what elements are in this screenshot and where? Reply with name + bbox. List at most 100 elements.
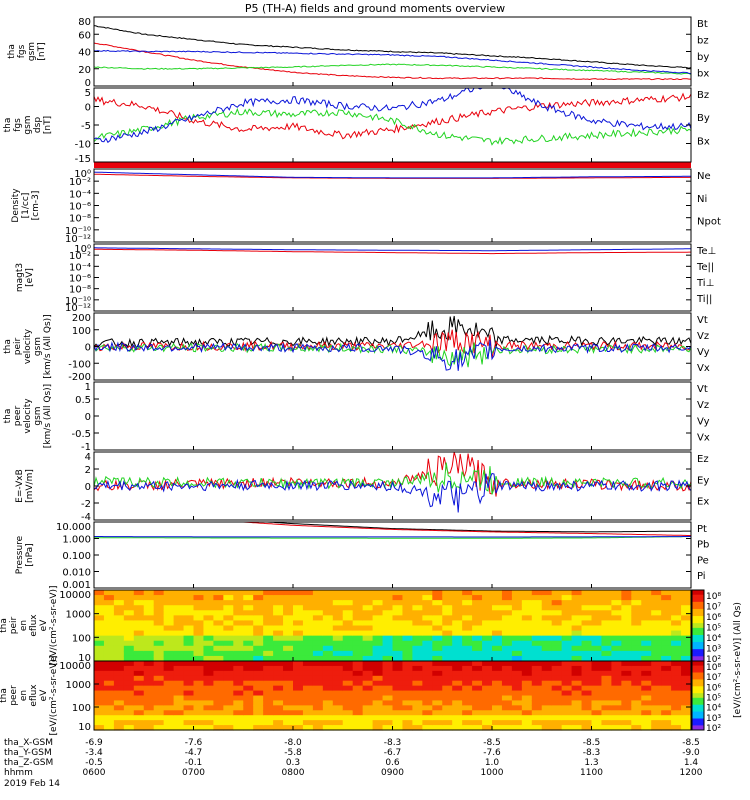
spectrogram-cell bbox=[641, 620, 652, 627]
spectrogram-cell bbox=[213, 715, 224, 721]
spectrogram-cell bbox=[213, 685, 224, 692]
panel-frame bbox=[93, 87, 692, 163]
spectrogram-cell bbox=[243, 655, 254, 662]
spectrogram-cell bbox=[173, 600, 185, 606]
spectrogram-cell bbox=[531, 595, 543, 601]
spectrogram-cell bbox=[163, 640, 175, 647]
spectrogram-cell bbox=[362, 625, 374, 632]
spectrogram-cell bbox=[462, 620, 473, 627]
spectrogram-cell bbox=[173, 650, 185, 657]
spectrogram-cell bbox=[342, 680, 354, 687]
spectrogram-cell bbox=[332, 685, 344, 692]
spectrogram-cell bbox=[342, 625, 354, 632]
spectrogram-cell bbox=[521, 605, 533, 611]
spectrogram-cell bbox=[233, 620, 244, 627]
spectrogram-cell bbox=[571, 710, 583, 716]
spectrogram-cell bbox=[541, 605, 553, 611]
spectrogram-cell bbox=[223, 620, 234, 627]
spectrogram-cell bbox=[123, 710, 135, 716]
spectrogram-cell bbox=[661, 600, 672, 606]
y-tick-label: -200 bbox=[68, 372, 91, 383]
spectrogram-cell bbox=[551, 600, 563, 606]
spectrogram-cell bbox=[253, 680, 264, 687]
spectrogram-cell bbox=[113, 710, 125, 716]
spectrogram-cell bbox=[362, 605, 374, 611]
spectrogram-cell bbox=[422, 710, 433, 716]
y-tick-label: 40 bbox=[78, 48, 91, 59]
legend-entry: Ey bbox=[697, 475, 709, 486]
spectrogram-cell bbox=[312, 715, 324, 721]
spectrogram-cell bbox=[94, 720, 105, 726]
spectrogram-cell bbox=[302, 625, 314, 632]
spectrogram-cell bbox=[601, 645, 612, 652]
spectrogram-cell bbox=[143, 715, 155, 721]
y-tick-label: 10⁻¹⁰ bbox=[65, 226, 91, 237]
spectrogram-cell bbox=[442, 715, 453, 721]
spectrogram-cell bbox=[283, 605, 294, 611]
spectrogram-cell bbox=[293, 725, 304, 731]
spectrogram-cell bbox=[432, 605, 443, 611]
spectrogram-cell bbox=[561, 595, 573, 601]
legend-entry: bx bbox=[697, 68, 709, 79]
spectrogram-cell bbox=[482, 710, 493, 716]
spectrogram-cell bbox=[293, 620, 304, 627]
spectrogram-cell bbox=[183, 610, 195, 616]
spectrogram-cell bbox=[153, 725, 165, 731]
spectrogram-cell bbox=[412, 610, 423, 616]
spectrogram-cell bbox=[143, 620, 155, 627]
spectrogram-cell bbox=[501, 650, 513, 657]
spectrogram-cell bbox=[591, 670, 603, 677]
spectrogram-cell bbox=[661, 695, 672, 702]
spectrogram-cell bbox=[681, 610, 692, 616]
spectrogram-cell bbox=[372, 600, 384, 606]
spectrogram-cell bbox=[253, 725, 264, 731]
spectrogram-cell bbox=[193, 690, 205, 697]
spectrogram-cell bbox=[322, 610, 334, 616]
spectrogram-cell bbox=[243, 675, 254, 682]
y-tick-label: 60 bbox=[78, 30, 91, 41]
spectrogram-cell bbox=[561, 640, 573, 647]
spectrogram-cell bbox=[103, 705, 115, 711]
spectrogram-cell bbox=[492, 605, 503, 611]
spectrogram-cell bbox=[591, 645, 603, 652]
colorbar-segment bbox=[692, 597, 704, 600]
spectrogram-cell bbox=[661, 625, 672, 632]
spectrogram-cell bbox=[412, 675, 423, 682]
spectrogram-cell bbox=[412, 705, 423, 711]
spectrogram-cell bbox=[452, 655, 463, 662]
spectrogram-cell bbox=[581, 725, 593, 731]
spectrogram-cell bbox=[551, 720, 563, 726]
spectrogram-cell bbox=[362, 690, 374, 697]
spectrogram-cell bbox=[641, 625, 652, 632]
spectrogram-cell bbox=[671, 665, 682, 672]
spectrogram-cell bbox=[233, 655, 244, 662]
spectrogram-cell bbox=[472, 630, 483, 637]
colorbar-frame bbox=[691, 660, 705, 731]
series-line-Npot bbox=[93, 171, 691, 179]
spectrogram-cell bbox=[94, 680, 105, 687]
spectrogram-cell bbox=[392, 710, 404, 716]
y-axis-label: eflux bbox=[29, 684, 39, 707]
spectrogram-cell bbox=[392, 690, 404, 697]
spectrogram-cell bbox=[163, 610, 175, 616]
spectrogram-cell bbox=[611, 620, 622, 627]
spectrogram-cell bbox=[233, 670, 244, 677]
spectrogram-cell bbox=[641, 685, 652, 692]
spectrogram-cell bbox=[402, 700, 413, 706]
spectrogram-cell bbox=[511, 640, 523, 647]
x-row-value: 0900 bbox=[381, 768, 404, 778]
spectrogram-cell bbox=[173, 725, 185, 731]
spectrogram-cell bbox=[143, 695, 155, 702]
spectrogram-cell bbox=[243, 620, 254, 627]
spectrogram-cell bbox=[203, 680, 214, 687]
spectrogram-cell bbox=[611, 720, 622, 726]
spectrogram-cell bbox=[213, 705, 224, 711]
spectrogram-cell bbox=[352, 630, 364, 637]
spectrogram-cell bbox=[203, 625, 214, 632]
spectrogram-cell bbox=[641, 645, 652, 652]
y-axis-label: Density bbox=[11, 188, 21, 223]
spectrogram-cell bbox=[133, 680, 145, 687]
spectrogram-cell bbox=[511, 710, 523, 716]
spectrogram-cell bbox=[302, 600, 314, 606]
